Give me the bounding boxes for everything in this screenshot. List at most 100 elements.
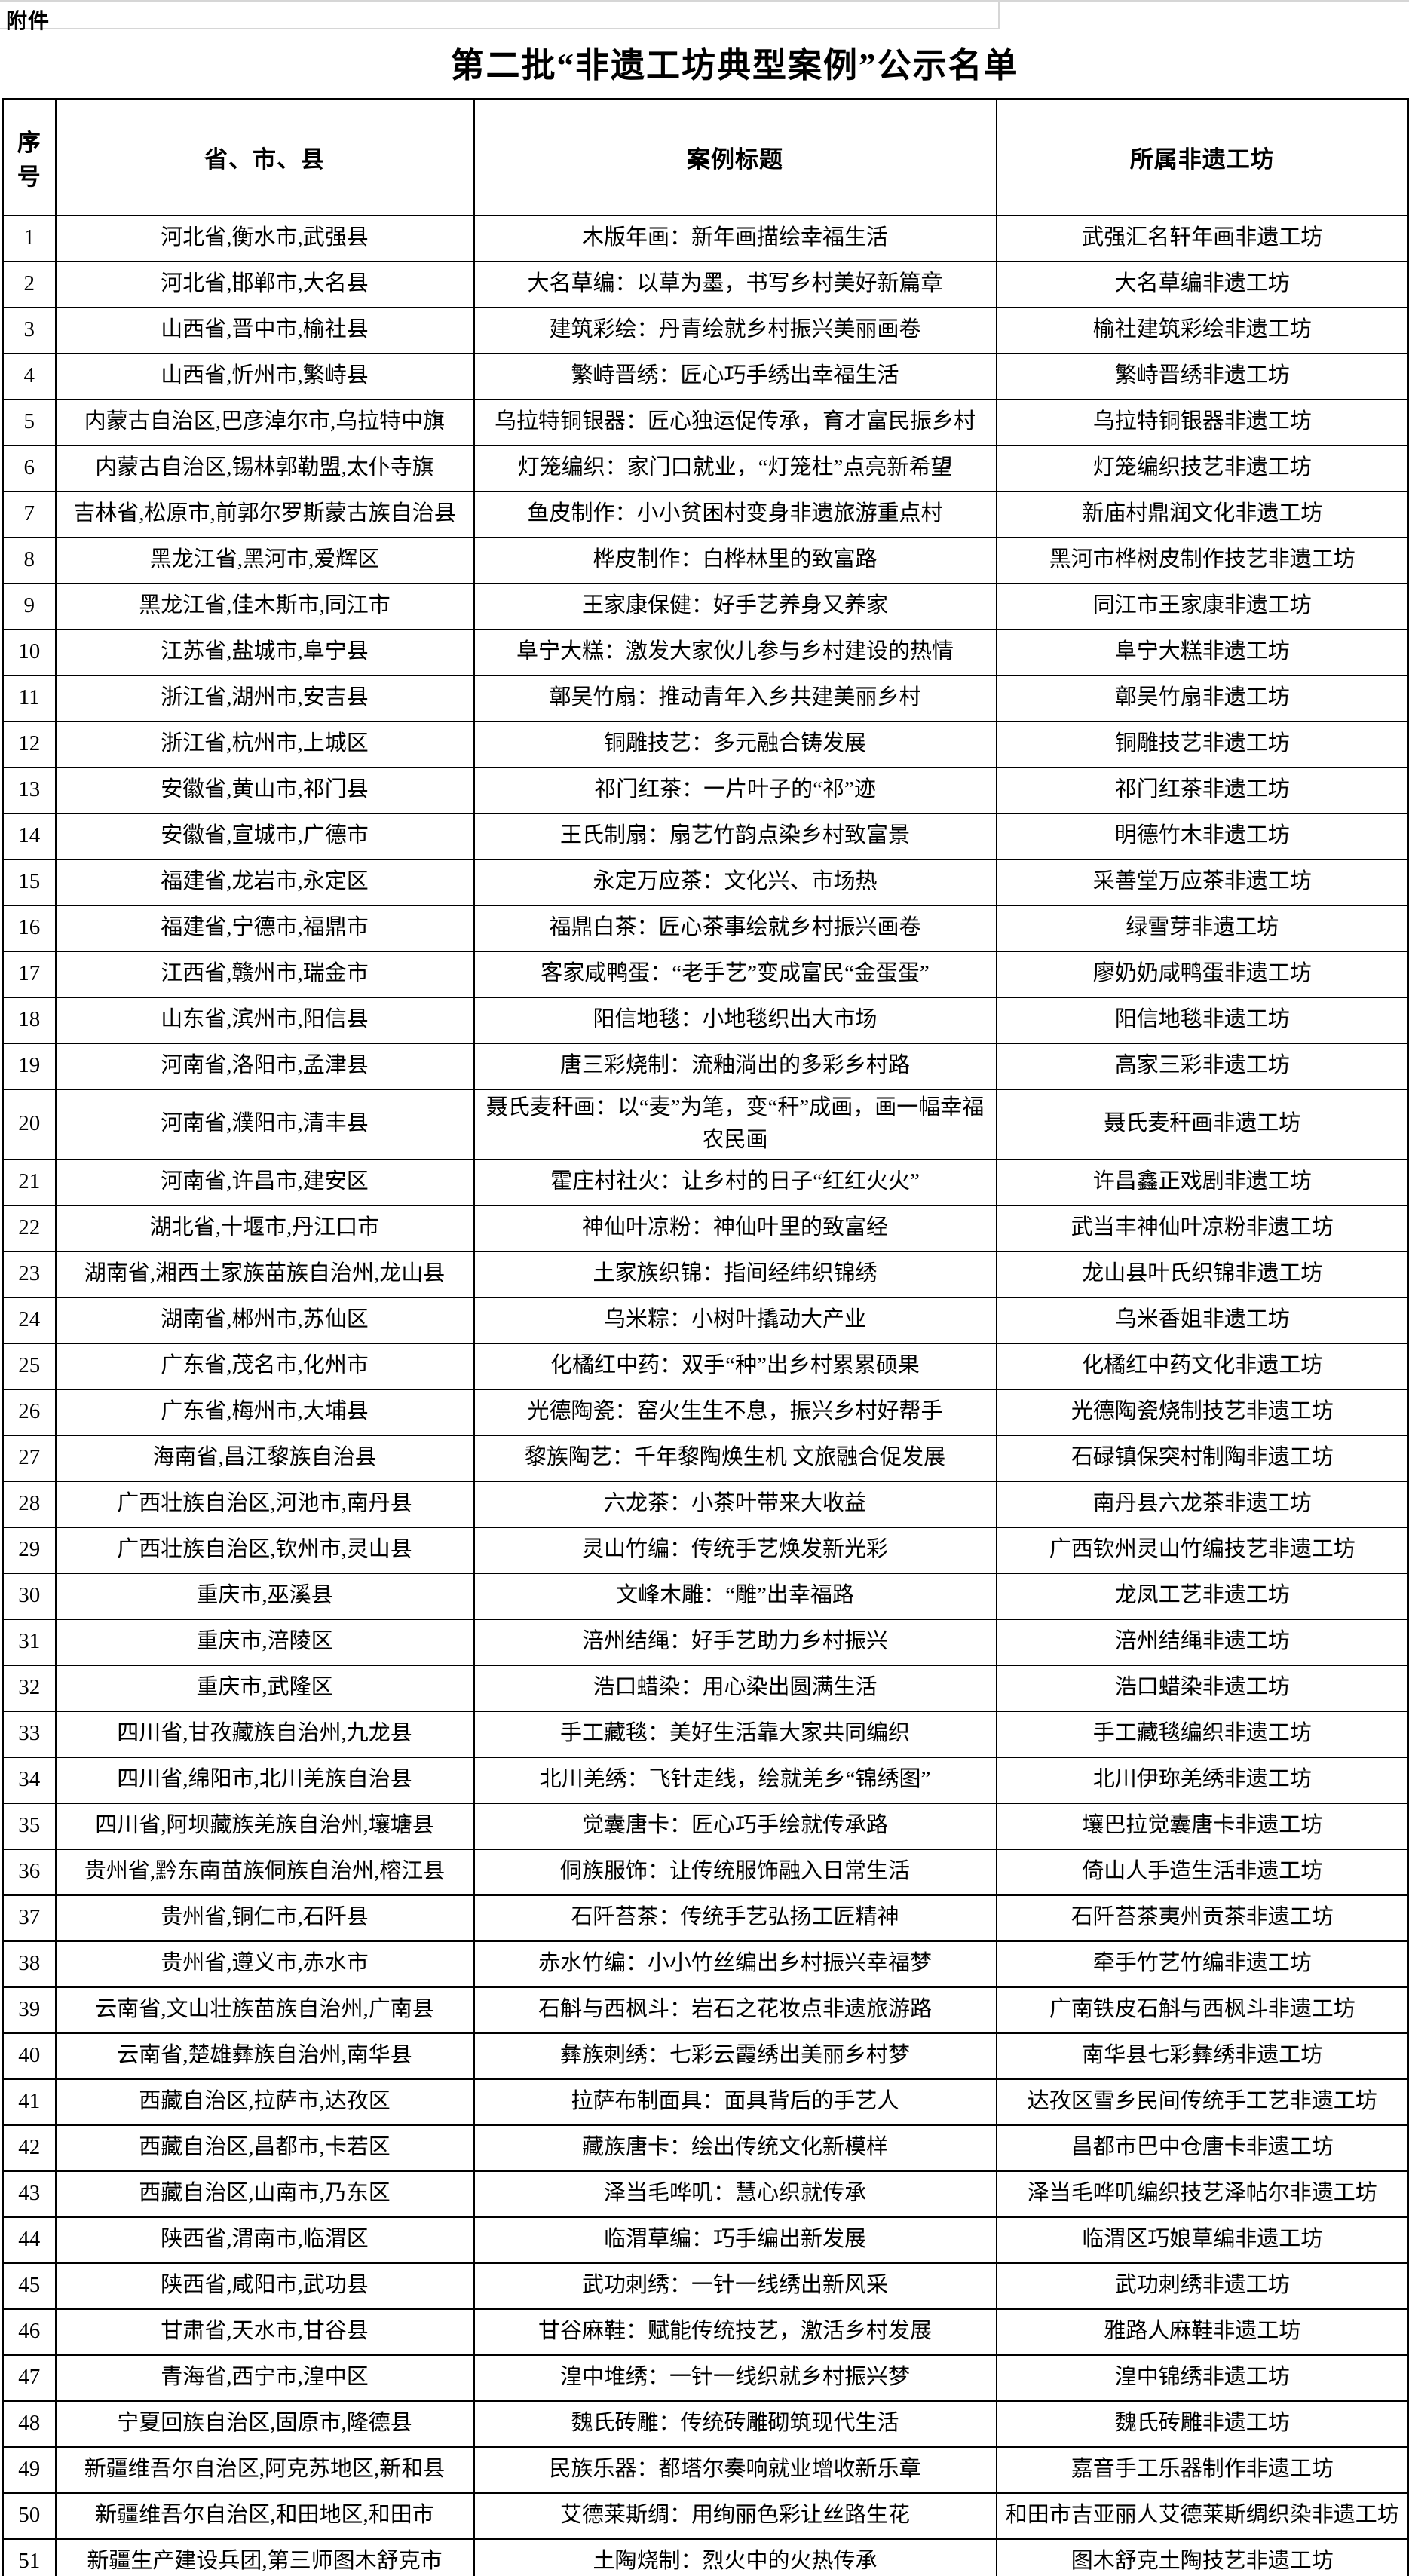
table-row: 15 福建省,龙岩市,永定区 永定万应茶：文化兴、市场热 采善堂万应茶非遗工坊 — [2, 858, 1409, 906]
table-row: 36 贵州省,黔东南苗族侗族自治州,榕江县 侗族服饰：让传统服饰融入日常生活 倚山人手… — [2, 1848, 1409, 1896]
row-no: 38 — [2, 1940, 57, 1988]
row-region: 湖北省,十堰市,丹江口市 — [54, 1204, 475, 1252]
row-region: 福建省,龙岩市,永定区 — [54, 858, 475, 906]
row-case-title: 临渭草编：巧手编出新发展 — [473, 2216, 997, 2264]
col-header-workshop: 所属非遗工坊 — [995, 98, 1409, 216]
row-workshop: 手工藏毯编织非遗工坊 — [995, 1710, 1409, 1758]
row-region: 新疆维吾尔自治区,阿克苏地区,新和县 — [54, 2446, 475, 2494]
row-region: 甘肃省,天水市,甘谷县 — [54, 2308, 475, 2356]
row-case-title: 魏氏砖雕：传统砖雕砌筑现代生活 — [473, 2400, 997, 2448]
row-case-title: 永定万应茶：文化兴、市场热 — [473, 858, 997, 906]
table-row: 44 陕西省,渭南市,临渭区 临渭草编：巧手编出新发展 临渭区巧娘草编非遗工坊 — [2, 2216, 1409, 2264]
table-row: 42 西藏自治区,昌都市,卡若区 藏族唐卡：绘出传统文化新模样 昌都市巴中仓唐卡非遗工… — [2, 2124, 1409, 2172]
table-row: 39 云南省,文山壮族苗族自治州,广南县 石斛与西枫斗：岩石之花妆点非遗旅游路 广南铁… — [2, 1986, 1409, 2034]
row-case-title: 神仙叶凉粉：神仙叶里的致富经 — [473, 1204, 997, 1252]
row-case-title: 阜宁大糕：激发大家伙儿参与乡村建设的热情 — [473, 628, 997, 676]
row-workshop: 高家三彩非遗工坊 — [995, 1042, 1409, 1090]
row-workshop: 许昌鑫正戏剧非遗工坊 — [995, 1158, 1409, 1206]
row-no: 29 — [2, 1526, 57, 1574]
table-row: 11 浙江省,湖州市,安吉县 鄣吴竹扇：推动青年入乡共建美丽乡村 鄣吴竹扇非遗工坊 — [2, 674, 1409, 722]
row-no: 32 — [2, 1664, 57, 1712]
table-row: 37 贵州省,铜仁市,石阡县 石阡苔茶：传统手艺弘扬工匠精神 石阡苔茶夷州贡茶非遗工坊 — [2, 1894, 1409, 1942]
row-case-title: 浩口蜡染：用心染出圆满生活 — [473, 1664, 997, 1712]
table-row: 9 黑龙江省,佳木斯市,同江市 王家康保健：好手艺养身又养家 同江市王家康非遗工坊 — [2, 582, 1409, 630]
row-no: 25 — [2, 1342, 57, 1390]
row-region: 内蒙古自治区,锡林郭勒盟,太仆寺旗 — [54, 444, 475, 492]
table-row: 48 宁夏回族自治区,固原市,隆德县 魏氏砖雕：传统砖雕砌筑现代生活 魏氏砖雕非遗工坊 — [2, 2400, 1409, 2448]
row-no: 24 — [2, 1296, 57, 1344]
row-region: 重庆市,武隆区 — [54, 1664, 475, 1712]
table-row: 8 黑龙江省,黑河市,爱辉区 桦皮制作：白桦林里的致富路 黑河市桦树皮制作技艺非遗工坊 — [2, 536, 1409, 584]
row-region: 四川省,绵阳市,北川羌族自治县 — [54, 1756, 475, 1804]
col-header-region: 省、市、县 — [54, 98, 475, 216]
row-workshop: 乌米香姐非遗工坊 — [995, 1296, 1409, 1344]
row-no: 17 — [2, 950, 57, 998]
table-row: 46 甘肃省,天水市,甘谷县 甘谷麻鞋：赋能传统技艺，激活乡村发展 雅路人麻鞋非遗工坊 — [2, 2308, 1409, 2356]
row-case-title: 建筑彩绘：丹青绘就乡村振兴美丽画卷 — [473, 306, 997, 354]
row-case-title: 土家族织锦：指间经纬织锦绣 — [473, 1250, 997, 1298]
col-header-case-title: 案例标题 — [473, 98, 997, 216]
table-row: 38 贵州省,遵义市,赤水市 赤水竹编：小小竹丝编出乡村振兴幸福梦 牵手竹艺竹编非遗工… — [2, 1940, 1409, 1988]
row-no: 48 — [2, 2400, 57, 2448]
row-case-title: 阳信地毯：小地毯织出大市场 — [473, 996, 997, 1044]
table-row: 12 浙江省,杭州市,上城区 铜雕技艺：多元融合铸发展 铜雕技艺非遗工坊 — [2, 720, 1409, 768]
row-region: 山西省,忻州市,繁峙县 — [54, 352, 475, 400]
table-row: 6 内蒙古自治区,锡林郭勒盟,太仆寺旗 灯笼编织：家门口就业，“灯笼杜”点亮新希望灯… — [2, 444, 1409, 492]
table-row: 49 新疆维吾尔自治区,阿克苏地区,新和县 民族乐器：都塔尔奏响就业增收新乐章 嘉音手… — [2, 2446, 1409, 2494]
row-case-title: 繁峙晋绣：匠心巧手绣出幸福生活 — [473, 352, 997, 400]
row-workshop: 壤巴拉觉囊唐卡非遗工坊 — [995, 1802, 1409, 1850]
row-workshop: 鄣吴竹扇非遗工坊 — [995, 674, 1409, 722]
row-case-title: 客家咸鸭蛋：“老手艺”变成富民“金蛋蛋” — [473, 950, 997, 998]
row-no: 21 — [2, 1158, 57, 1206]
table-row: 32 重庆市,武隆区 浩口蜡染：用心染出圆满生活 浩口蜡染非遗工坊 — [2, 1664, 1409, 1712]
row-workshop: 同江市王家康非遗工坊 — [995, 582, 1409, 630]
row-region: 贵州省,黔东南苗族侗族自治州,榕江县 — [54, 1848, 475, 1896]
row-case-title: 觉囊唐卡：匠心巧手绘就传承路 — [473, 1802, 997, 1850]
row-region: 广西壮族自治区,钦州市,灵山县 — [54, 1526, 475, 1574]
col-header-no: 序号 — [2, 98, 57, 216]
row-region: 山西省,晋中市,榆社县 — [54, 306, 475, 354]
row-region: 贵州省,铜仁市,石阡县 — [54, 1894, 475, 1942]
row-region: 西藏自治区,山南市,乃东区 — [54, 2170, 475, 2218]
row-region: 福建省,宁德市,福鼎市 — [54, 904, 475, 952]
table-row: 31 重庆市,涪陵区 涪州结绳：好手艺助力乡村振兴 涪州结绳非遗工坊 — [2, 1618, 1409, 1666]
row-case-title: 乌米粽：小树叶撬动大产业 — [473, 1296, 997, 1344]
row-no: 43 — [2, 2170, 57, 2218]
row-workshop: 黑河市桦树皮制作技艺非遗工坊 — [995, 536, 1409, 584]
row-case-title: 手工藏毯：美好生活靠大家共同编织 — [473, 1710, 997, 1758]
attachment-label: 附件 — [6, 10, 51, 33]
row-no: 1 — [2, 214, 57, 262]
row-workshop: 光德陶瓷烧制技艺非遗工坊 — [995, 1388, 1409, 1436]
row-case-title: 侗族服饰：让传统服饰融入日常生活 — [473, 1848, 997, 1896]
row-workshop: 雅路人麻鞋非遗工坊 — [995, 2308, 1409, 2356]
table-row: 25 广东省,茂名市,化州市 化橘红中药：双手“种”出乡村累累硕果 化橘红中药文化非遗… — [2, 1342, 1409, 1390]
row-region: 江苏省,盐城市,阜宁县 — [54, 628, 475, 676]
row-region: 吉林省,松原市,前郭尔罗斯蒙古族自治县 — [54, 490, 475, 538]
table-row: 13 安徽省,黄山市,祁门县 祁门红茶：一片叶子的“祁”迹 祁门红茶非遗工坊 — [2, 766, 1409, 814]
row-region: 黑龙江省,黑河市,爱辉区 — [54, 536, 475, 584]
table-row: 5 内蒙古自治区,巴彦淖尔市,乌拉特中旗 乌拉特铜银器：匠心独运促传承，育才富民振乡… — [2, 398, 1409, 446]
row-region: 湖南省,郴州市,苏仙区 — [54, 1296, 475, 1344]
row-no: 33 — [2, 1710, 57, 1758]
row-no: 31 — [2, 1618, 57, 1666]
row-region: 江西省,赣州市,瑞金市 — [54, 950, 475, 998]
table-row: 34 四川省,绵阳市,北川羌族自治县 北川羌绣：飞针走线，绘就羌乡“锦绣图” 北川伊珎… — [2, 1756, 1409, 1804]
row-no: 4 — [2, 352, 57, 400]
row-workshop: 北川伊珎羌绣非遗工坊 — [995, 1756, 1409, 1804]
row-no: 34 — [2, 1756, 57, 1804]
table-row: 51 新疆生产建设兵团,第三师图木舒克市 土陶烧制：烈火中的火热传承 图木舒克土陶技艺… — [2, 2538, 1409, 2576]
row-region: 山东省,滨州市,阳信县 — [54, 996, 475, 1044]
row-case-title: 化橘红中药：双手“种”出乡村累累硕果 — [473, 1342, 997, 1390]
row-workshop: 灯笼编织技艺非遗工坊 — [995, 444, 1409, 492]
row-region: 浙江省,湖州市,安吉县 — [54, 674, 475, 722]
row-region: 宁夏回族自治区,固原市,隆德县 — [54, 2400, 475, 2448]
row-workshop: 化橘红中药文化非遗工坊 — [995, 1342, 1409, 1390]
row-no: 14 — [2, 812, 57, 860]
row-case-title: 唐三彩烧制：流釉淌出的多彩乡村路 — [473, 1042, 997, 1090]
row-workshop: 广南铁皮石斛与西枫斗非遗工坊 — [995, 1986, 1409, 2034]
table-row: 33 四川省,甘孜藏族自治州,九龙县 手工藏毯：美好生活靠大家共同编织 手工藏毯编织非… — [2, 1710, 1409, 1758]
row-region: 河北省,衡水市,武强县 — [54, 214, 475, 262]
row-region: 新疆生产建设兵团,第三师图木舒克市 — [54, 2538, 475, 2576]
sheet-gridline-vertical — [998, 0, 1000, 29]
row-no: 41 — [2, 2078, 57, 2126]
